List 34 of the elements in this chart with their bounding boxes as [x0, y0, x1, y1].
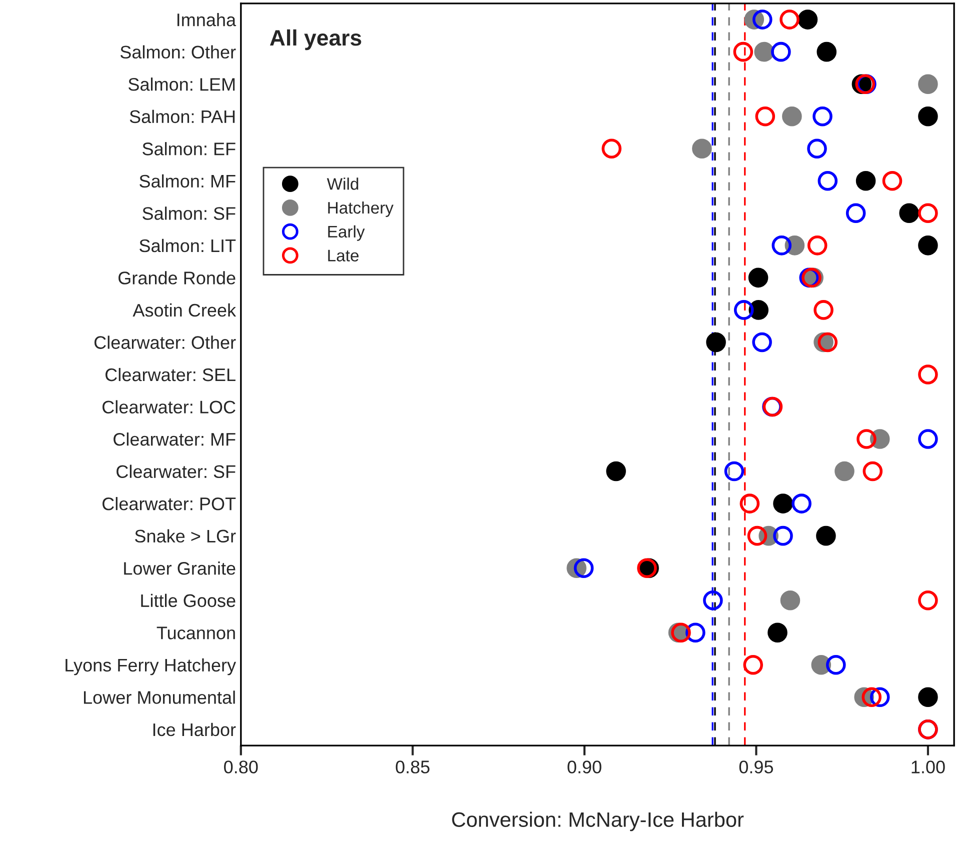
x-tick-label: 0.80	[224, 760, 258, 774]
y-tick-label: Snake > LGr	[135, 529, 236, 543]
y-tick-label: Asotin Creek	[132, 303, 236, 317]
y-tick-label: Clearwater: SF	[116, 464, 236, 478]
y-tick-label: Clearwater: LOC	[102, 400, 236, 414]
y-tick-label: Salmon: LEM	[128, 78, 235, 91]
x-tick-label: 0.90	[568, 760, 602, 774]
y-tick-label: Tucannon	[156, 626, 235, 640]
y-tick-label: Lower Monumental	[84, 690, 235, 704]
y-tick-label: Salmon: LIT	[140, 238, 236, 252]
y-tick-label: Salmon: EF	[142, 142, 236, 156]
y-tick-label: Clearwater: MF	[114, 432, 236, 446]
legend-label: Hatchery	[328, 201, 394, 218]
y-tick-label: Salmon: Other	[120, 45, 236, 59]
y-tick-label: Salmon: MF	[140, 174, 236, 188]
y-tick-label: Clearwater: SEL	[106, 368, 236, 382]
legend-label: Early	[328, 225, 365, 241]
x-tick-label: 0.85	[396, 760, 430, 774]
x-tick-label: 0.95	[739, 760, 774, 774]
y-tick-label: Ice Harbor	[153, 722, 236, 736]
y-tick-label: Grande Ronde	[118, 271, 236, 284]
y-tick-label: Salmon: SF	[142, 206, 236, 220]
legend-label: Wild	[326, 178, 358, 190]
y-tick-label: Salmon: PAH	[130, 110, 235, 124]
annotation: All years	[270, 29, 362, 50]
y-tick-label: Lyons Ferry Hatchery	[66, 658, 236, 676]
y-tick-label: Clearwater: Other	[94, 336, 236, 349]
x-tick-label: 1.00	[912, 760, 945, 774]
y-tick-label: Clearwater: POT	[102, 497, 236, 510]
legend-label: Late	[328, 250, 359, 262]
x-axis-title: Conversion: McNary-Ice Harbor	[452, 812, 744, 832]
y-tick-label: Little Goose	[141, 594, 236, 608]
y-tick-label: Lower Granite	[124, 562, 236, 575]
y-tick-label: Imnaha	[178, 13, 236, 26]
